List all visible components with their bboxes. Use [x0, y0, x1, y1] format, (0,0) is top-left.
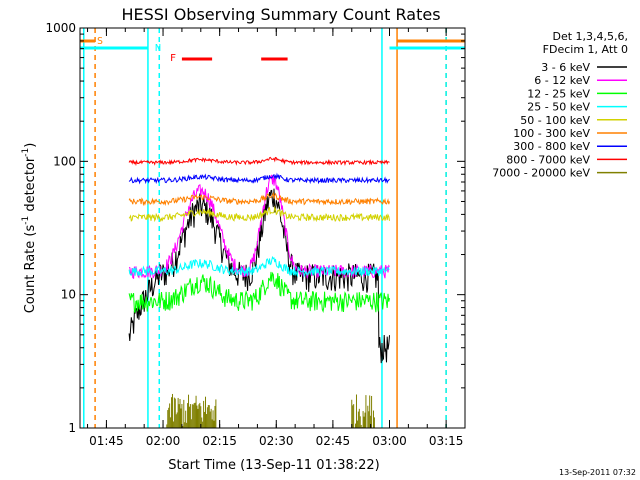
y-tick-label: 100	[53, 154, 76, 168]
y-axis-label-end: )	[23, 143, 38, 148]
axes: 1 10 100 1000 01:45 02:00 02:15 02:30 02:45 03:00…	[45, 21, 466, 448]
x-tick-label: 03:00	[372, 434, 407, 448]
y-axis-label-sup2: -1	[21, 148, 31, 157]
y-tick-label: 1000	[45, 21, 76, 35]
flare-marker-label: F	[170, 53, 176, 64]
series-line-300-800kev	[128, 172, 390, 185]
plot-frame	[79, 27, 466, 429]
y-tick-label: 1	[68, 421, 76, 435]
night-marker-label: N	[155, 43, 161, 54]
legend-label: 12 - 25 keV	[527, 87, 590, 100]
y-axis-label: Count Rate (s-1 detector-1)	[21, 143, 38, 314]
legend-label: 6 - 12 keV	[534, 74, 590, 87]
x-tick-label: 02:45	[316, 434, 351, 448]
legend-label: 800 - 7000 keV	[506, 153, 590, 166]
x-axis-label: Start Time (13-Sep-11 01:38:22)	[168, 458, 379, 473]
x-tick-label: 03:15	[429, 434, 464, 448]
y-tick-label: 10	[61, 288, 76, 302]
x-tick-label: 02:00	[146, 434, 181, 448]
plot-area: S NF	[80, 28, 465, 428]
chart-title: HESSI Observing Summary Count Rates	[121, 5, 440, 24]
legend-label: 100 - 300 keV	[513, 127, 590, 140]
legend-label: 300 - 800 keV	[513, 140, 590, 153]
y-axis-label-main: Count Rate (s	[23, 225, 38, 314]
series-line-800-7000kev	[128, 156, 390, 167]
legend-label: 25 - 50 keV	[527, 101, 590, 114]
series-line-12-25kev	[128, 271, 390, 314]
series-line-6-12kev	[128, 174, 390, 280]
legend-label: 50 - 100 keV	[520, 114, 590, 127]
legend-header-line-2: FDecim 1, Att 0	[543, 43, 628, 56]
saa-marker-label: S	[97, 36, 103, 47]
series-line-50-100kev	[128, 205, 390, 223]
y-axis-label-mid: detector	[23, 156, 38, 216]
legend-header-line-1: Det 1,3,4,5,6,	[552, 30, 628, 43]
legend-label: 3 - 6 keV	[541, 61, 590, 74]
x-tick-label: 02:15	[202, 434, 237, 448]
y-axis-label-sup1: -1	[21, 216, 31, 225]
x-tick-label: 02:30	[259, 434, 294, 448]
legend: Det 1,3,4,5,6, FDecim 1, Att 0 3 - 6 keV…	[492, 30, 628, 180]
legend-label: 7000 - 20000 keV	[492, 167, 590, 180]
series-line-25-50kev	[128, 255, 390, 278]
series-line-100-300kev	[128, 191, 390, 207]
x-tick-label: 01:45	[89, 434, 124, 448]
timestamp: 13-Sep-2011 07:32	[559, 468, 636, 477]
